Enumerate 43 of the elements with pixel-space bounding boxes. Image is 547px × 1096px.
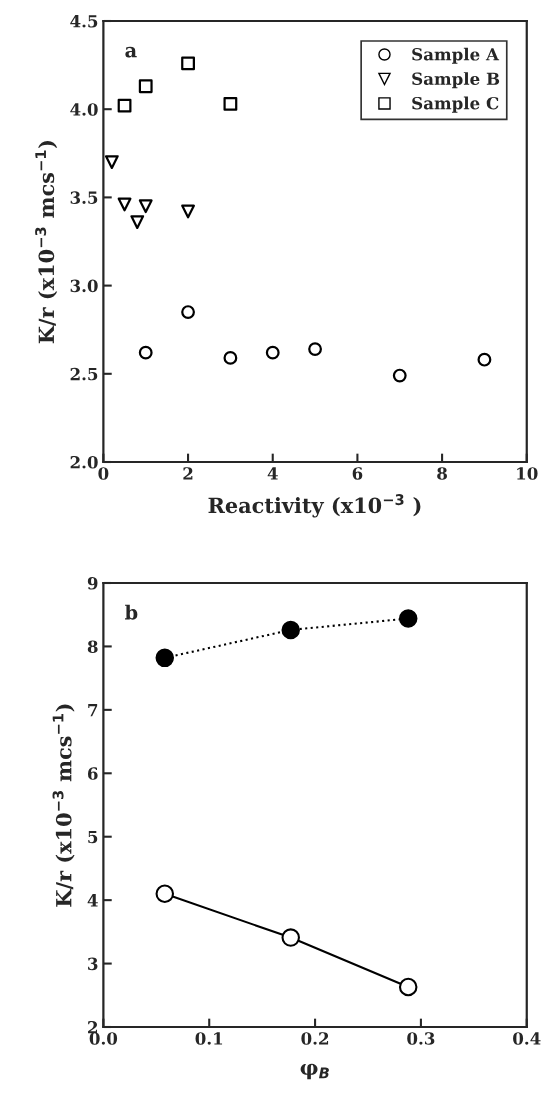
y-tick-label: 2.0	[70, 455, 98, 469]
point	[223, 96, 238, 111]
legend-label: Sample A	[412, 47, 500, 64]
y-tick-label: 4.5	[70, 14, 98, 28]
y-tick-label: 9	[87, 576, 98, 590]
x-axis-title: φ$_{B}$	[300, 1063, 329, 1080]
legend-label: Sample B	[412, 72, 500, 89]
y-axis-title: K/r (x10$^{−3}$ mcs$^{−1}$)	[35, 141, 58, 344]
point	[130, 215, 145, 230]
y-tick-label: 3.0	[70, 279, 98, 293]
point	[117, 98, 132, 113]
point	[138, 79, 153, 94]
x-tick-label: 10	[517, 467, 538, 480]
y-tick-label: 2	[88, 1020, 98, 1034]
x-tick-label: 0.0	[89, 1032, 118, 1045]
x-tick-label: 0	[98, 467, 109, 480]
y-tick-label: 3	[88, 957, 98, 971]
x-axis-title: Reactivity (x10$^{−3}$ )	[208, 494, 421, 518]
x-tick-label: 4	[267, 467, 278, 480]
x-tick-label: 6	[352, 467, 363, 480]
y-tick-label: 3.5	[70, 191, 98, 204]
point	[181, 56, 195, 71]
x-tick-label: 0.1	[195, 1032, 223, 1045]
point	[181, 204, 195, 219]
x-tick-label: 0.3	[407, 1032, 435, 1045]
x-tick-label: 0.2	[301, 1032, 329, 1045]
y-tick-label: 4	[87, 894, 98, 907]
y-tick-label: 8	[87, 640, 98, 653]
legend-label: Sample C	[412, 96, 499, 113]
point	[138, 199, 153, 214]
y-tick-label: 5	[88, 830, 98, 844]
y-tick-label: 6	[87, 767, 98, 780]
y-tick-label: 4.0	[70, 103, 98, 116]
annotation: b	[125, 604, 138, 620]
point	[104, 155, 119, 170]
x-tick-label: 8	[437, 467, 447, 480]
y-axis-title: K/r (x10$^{−3}$ mcs$^{−1}$)	[52, 704, 75, 907]
y-tick-label: 7	[88, 704, 98, 717]
annotation: a	[125, 46, 137, 58]
x-tick-label: 0.4	[513, 1032, 541, 1045]
x-tick-label: 2	[183, 467, 193, 480]
point	[117, 197, 132, 212]
y-tick-label: 2.5	[70, 367, 98, 381]
